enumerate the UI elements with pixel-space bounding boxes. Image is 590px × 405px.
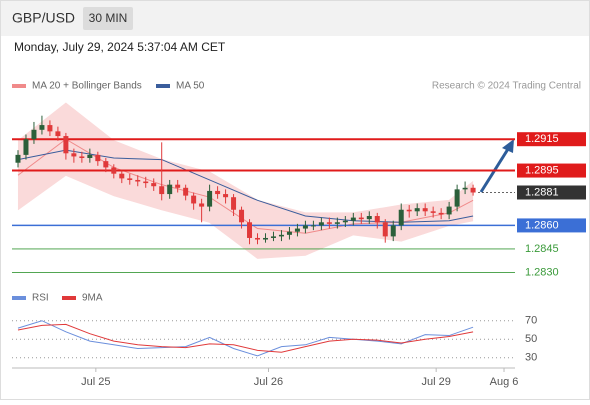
candle-body <box>270 236 276 238</box>
candle-body <box>302 225 308 229</box>
legend-label: MA 20 + Bollinger Bands <box>32 81 142 92</box>
legend-swatch <box>62 296 76 300</box>
candle-body <box>326 222 332 224</box>
candle-body <box>223 194 229 198</box>
candle-body <box>366 216 372 220</box>
candle-body <box>470 187 476 193</box>
candle-body <box>95 154 101 162</box>
level-box <box>517 218 586 233</box>
candle-body <box>143 181 149 184</box>
x-tick-label: Jul 26 <box>254 376 283 388</box>
candle-body <box>262 237 268 240</box>
candle-body <box>167 184 173 195</box>
candle-body <box>239 209 245 223</box>
symbol: GBP/USD <box>12 10 75 26</box>
candle-body <box>63 136 69 154</box>
candle-body <box>390 225 396 237</box>
indicator-line <box>17 320 474 357</box>
candle-body <box>103 161 109 168</box>
candle-body <box>430 211 436 213</box>
candle-body <box>71 153 77 157</box>
candle-body <box>446 206 452 215</box>
candle-body <box>358 217 364 220</box>
candle-body <box>79 156 85 159</box>
candle-body <box>159 186 165 195</box>
x-tick-label: Aug 6 <box>490 376 519 388</box>
candle-body <box>278 234 284 237</box>
timestamp: Monday, July 29, 2024 5:37:04 AM CET <box>14 40 226 54</box>
band-lower <box>17 174 474 259</box>
indicator-line <box>17 323 474 353</box>
candle-body <box>422 208 428 212</box>
candle-body <box>39 125 45 130</box>
candle-body <box>286 231 292 235</box>
candle-body <box>199 203 205 207</box>
candle-body <box>15 154 21 163</box>
candle-body <box>334 222 340 224</box>
candle-body <box>87 154 93 159</box>
forecast-arrowhead <box>502 139 514 153</box>
candle-body <box>151 183 157 187</box>
candle-body <box>414 208 420 212</box>
bollinger-band <box>17 103 474 259</box>
source: Research © 2024 Trading Central <box>432 81 581 92</box>
candle-body <box>438 212 444 215</box>
candle-body <box>398 209 404 226</box>
level-box <box>517 132 586 147</box>
legend-label: MA 50 <box>176 81 205 92</box>
candle-body <box>231 197 237 210</box>
timeframe-badge[interactable] <box>83 7 133 30</box>
candle-body <box>294 228 300 232</box>
level-label: 1.2845 <box>525 243 559 255</box>
level-label: 1.2860 <box>525 219 559 231</box>
candle-body <box>382 222 388 237</box>
candle-body <box>215 190 221 195</box>
y-tick-label: 70 <box>525 315 537 327</box>
level-label: 1.2881 <box>525 186 559 198</box>
candle-body <box>127 178 133 180</box>
candle-body <box>247 222 253 238</box>
level-label: 1.2830 <box>525 266 559 278</box>
candle-body <box>111 167 117 174</box>
candle-body <box>55 131 61 137</box>
candle-body <box>342 220 348 223</box>
candle-body <box>318 222 324 226</box>
candle-body <box>374 216 380 223</box>
candle-body <box>255 237 261 240</box>
timeframe: 30 MIN <box>89 11 128 25</box>
candle-body <box>135 179 141 182</box>
level-box <box>517 185 586 200</box>
y-tick-label: 30 <box>525 352 537 364</box>
legend-label: 9MA <box>82 293 103 304</box>
legend-swatch <box>12 84 26 88</box>
candle-body <box>462 187 468 190</box>
level-label: 1.2915 <box>525 133 559 145</box>
x-tick-label: Jul 29 <box>421 376 450 388</box>
candle-body <box>119 173 125 179</box>
candle-body <box>31 129 37 140</box>
legend-swatch <box>12 296 26 300</box>
candle-body <box>310 225 316 227</box>
candle-body <box>454 189 460 207</box>
candle-body <box>183 187 189 196</box>
candle-body <box>350 217 356 221</box>
y-tick-label: 50 <box>525 333 537 345</box>
legend-swatch <box>156 84 170 88</box>
candle-body <box>406 209 412 212</box>
candle-body <box>207 190 213 207</box>
candle-body <box>175 184 181 188</box>
level-box <box>517 163 586 178</box>
candle-body <box>47 125 53 132</box>
legend-label: RSI <box>32 293 49 304</box>
level-label: 1.2895 <box>525 164 559 176</box>
candle-body <box>191 195 197 204</box>
x-tick-label: Jul 25 <box>81 376 110 388</box>
candle-body <box>23 139 29 155</box>
